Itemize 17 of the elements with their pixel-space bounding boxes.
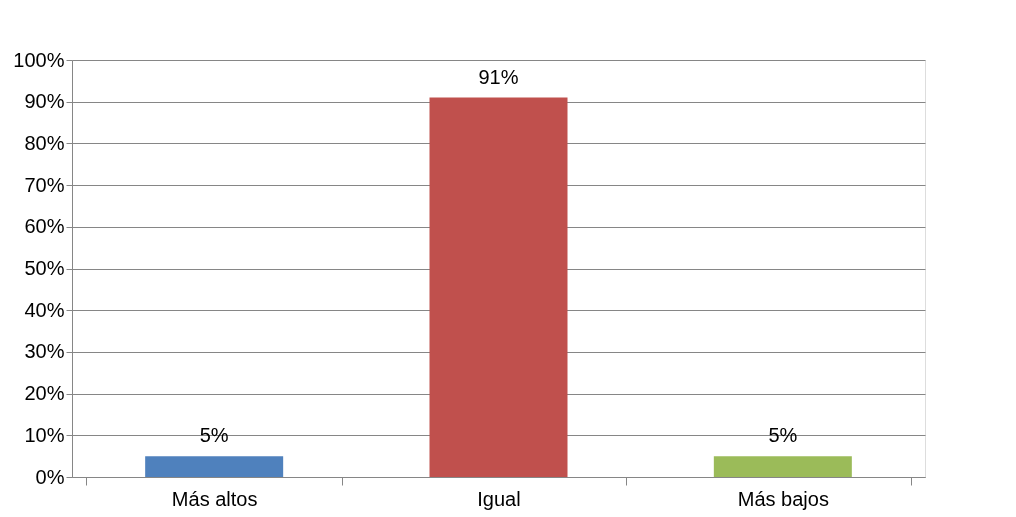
- x-tick-label: Más altos: [171, 487, 258, 510]
- y-tick-label: 40%: [24, 298, 65, 321]
- y-tick-label: 50%: [24, 257, 65, 279]
- y-tick-label: 0%: [35, 465, 65, 488]
- x-tick-label: Más bajos: [737, 487, 829, 510]
- x-tick-label: Igual: [477, 487, 521, 510]
- y-tick-label: 80%: [24, 131, 65, 154]
- y-tick-label: 100%: [13, 48, 65, 71]
- y-tick-label: 90%: [24, 90, 65, 113]
- y-tick-label: 30%: [24, 340, 65, 363]
- data-label: 5%: [199, 424, 229, 447]
- y-tick-label: 20%: [24, 382, 65, 405]
- data-label: 5%: [768, 424, 798, 447]
- y-tick-label: 10%: [24, 423, 65, 446]
- data-label: 91%: [478, 65, 519, 88]
- y-tick-label: 70%: [24, 173, 65, 196]
- y-tick-label: 60%: [24, 215, 65, 238]
